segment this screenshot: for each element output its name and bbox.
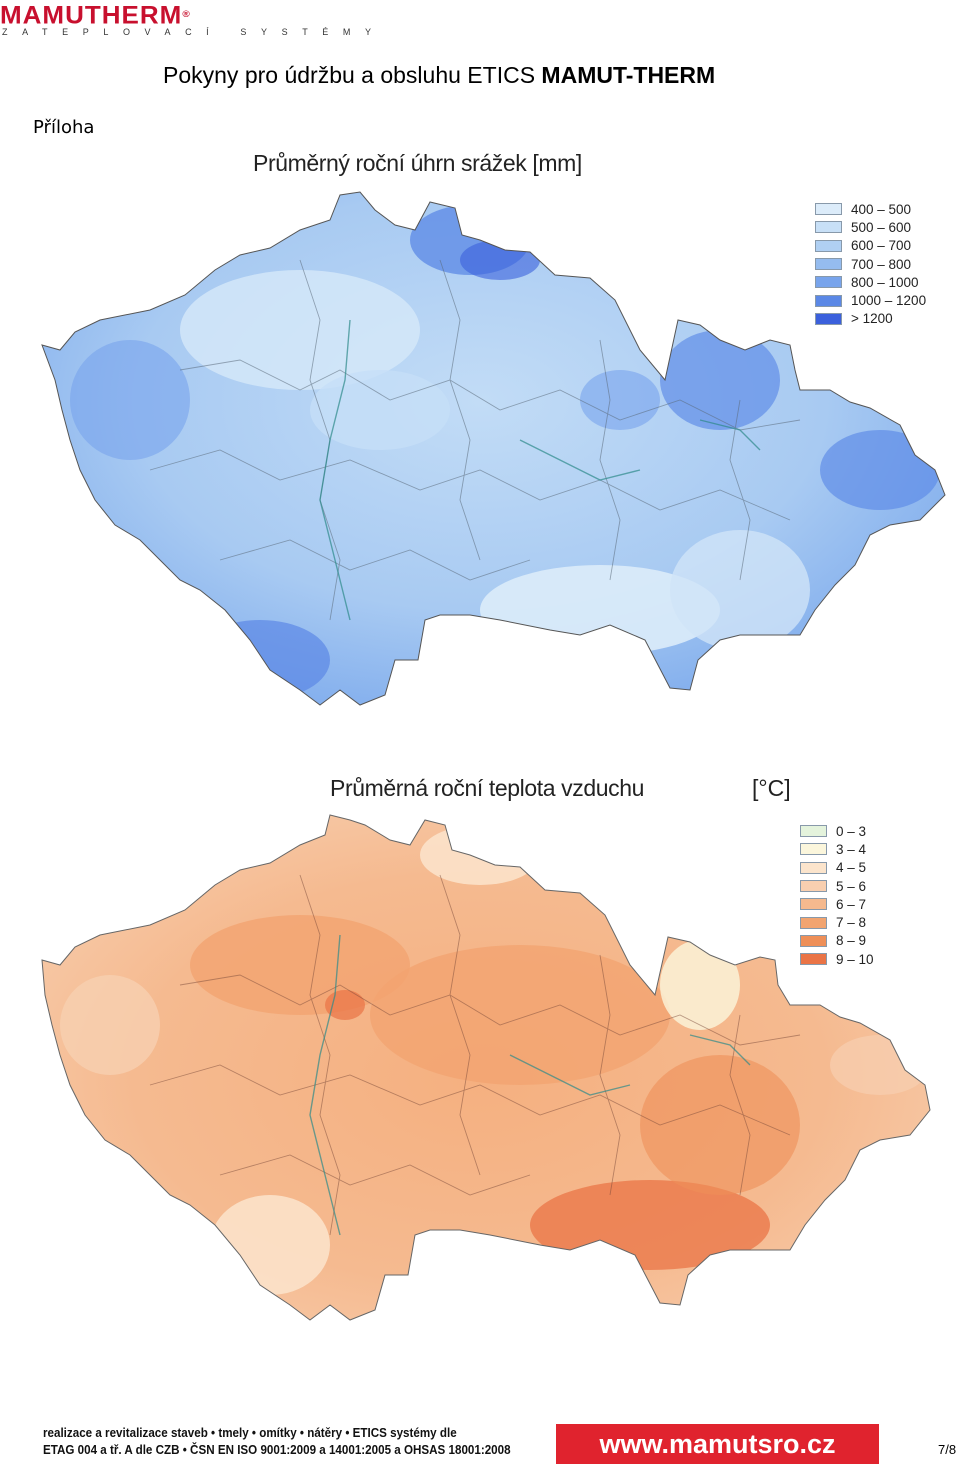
legend-label: 500 – 600: [851, 219, 912, 235]
legend-item: 400 – 500: [815, 200, 926, 218]
legend-swatch: [800, 825, 827, 838]
legend-item: 1000 – 1200: [815, 291, 926, 309]
section-label: Příloha: [33, 117, 95, 138]
legend-label: 3 – 4: [836, 841, 867, 857]
temperature-legend: 0 – 3 3 – 4 4 – 5 5 – 6 6 – 7 7 – 8 8 – …: [800, 822, 874, 968]
legend-item: 5 – 6: [800, 877, 874, 895]
legend-label: 4 – 5: [836, 860, 867, 876]
legend-label: 0 – 3: [836, 823, 867, 839]
logo-tagline: ZATEPLOVACÍ SYSTÉMY: [2, 27, 386, 37]
temperature-unit: [°C]: [752, 775, 791, 801]
legend-label: 6 – 7: [836, 896, 867, 912]
document-title-regular: Pokyny pro údržbu a obsluhu ETICS: [163, 62, 542, 88]
company-logo: MAMUTHERM® ZATEPLOVACÍ SYSTÉMY: [0, 0, 371, 38]
legend-label: 700 – 800: [851, 256, 912, 272]
legend-item: 600 – 700: [815, 237, 926, 255]
temperature-map-title: Průměrná roční teplota vzduchu: [330, 775, 645, 801]
legend-swatch: [800, 843, 827, 856]
legend-item: 3 – 4: [800, 840, 874, 858]
legend-label: 1000 – 1200: [851, 293, 927, 309]
footer-certifications: ETAG 004 a tř. A dle CZB • ČSN EN ISO 90…: [43, 1443, 511, 1457]
legend-item: 7 – 8: [800, 913, 874, 931]
legend-item: 8 – 9: [800, 932, 874, 950]
legend-swatch: [815, 258, 842, 271]
legend-swatch: [815, 294, 842, 307]
legend-item: 0 – 3: [800, 822, 874, 840]
legend-swatch: [800, 898, 827, 911]
precipitation-map-graphic: [41, 191, 946, 706]
legend-label: 8 – 9: [836, 933, 867, 949]
legend-label: 800 – 1000: [851, 274, 919, 290]
legend-label: > 1200: [851, 311, 893, 327]
legend-item: 4 – 5: [800, 859, 874, 877]
registered-mark: ®: [182, 9, 191, 20]
page-number: 7/8: [938, 1442, 957, 1457]
temperature-map-graphic: [41, 814, 931, 1321]
precipitation-map-title: Průměrný roční úhrn srážek [mm]: [253, 150, 582, 176]
legend-item: 500 – 600: [815, 218, 926, 236]
legend-swatch: [815, 312, 842, 325]
legend-item: 6 – 7: [800, 895, 874, 913]
precipitation-map: Průměrný roční úhrn srážek [mm]: [0, 140, 960, 720]
legend-swatch: [800, 916, 827, 929]
legend-swatch: [815, 203, 842, 216]
document-title-bold: MAMUT-THERM: [541, 62, 716, 88]
legend-item: 800 – 1000: [815, 273, 926, 291]
legend-swatch: [800, 934, 827, 947]
precipitation-legend: 400 – 500 500 – 600 600 – 700 700 – 800 …: [815, 200, 926, 328]
legend-label: 7 – 8: [836, 915, 867, 931]
website-link[interactable]: www.mamutsro.cz: [599, 1428, 836, 1459]
legend-item: > 1200: [815, 310, 926, 328]
legend-swatch: [800, 880, 827, 893]
legend-label: 5 – 6: [836, 878, 867, 894]
legend-item: 700 – 800: [815, 255, 926, 273]
legend-label: 9 – 10: [836, 951, 874, 967]
legend-swatch: [815, 239, 842, 252]
website-badge[interactable]: www.mamutsro.cz: [556, 1424, 879, 1464]
temperature-map: Průměrná roční teplota vzduchu [°C]: [0, 765, 960, 1335]
footer-services: realizace a revitalizace staveb • tmely …: [43, 1426, 457, 1440]
document-title: Pokyny pro údržbu a obsluhu ETICS MAMUT-…: [163, 60, 715, 90]
legend-swatch: [800, 861, 827, 874]
legend-item: 9 – 10: [800, 950, 874, 968]
legend-swatch: [815, 276, 842, 289]
legend-swatch: [800, 953, 827, 966]
legend-label: 400 – 500: [851, 201, 912, 217]
legend-swatch: [815, 221, 842, 234]
legend-label: 600 – 700: [851, 238, 912, 254]
logo-wordmark: MAMUTHERM: [0, 0, 183, 30]
